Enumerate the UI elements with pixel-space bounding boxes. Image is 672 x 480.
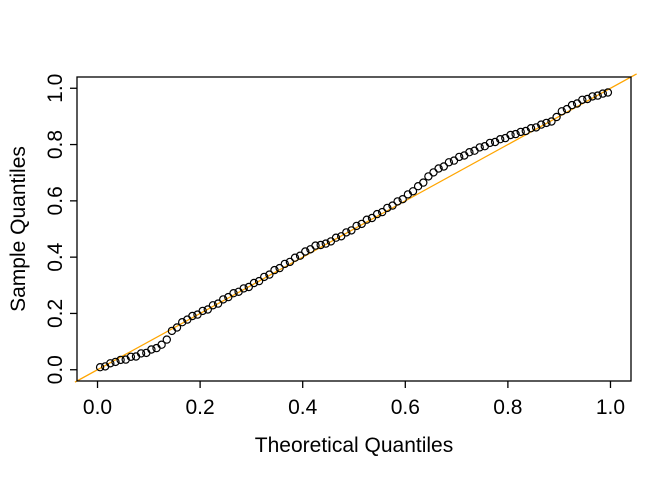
data-point	[424, 172, 433, 181]
data-point	[537, 120, 546, 129]
data-point	[136, 349, 146, 358]
data-point	[157, 340, 166, 349]
data-point	[162, 335, 171, 344]
data-point	[352, 221, 361, 231]
data-point	[249, 278, 259, 288]
data-point	[111, 357, 120, 367]
x-tick-label: 1.0	[596, 396, 625, 419]
y-tick-label: 0.2	[44, 299, 67, 328]
data-point	[547, 117, 556, 126]
data-point	[552, 112, 561, 122]
data-point	[147, 345, 156, 354]
data-point	[496, 134, 505, 144]
data-point	[511, 129, 520, 139]
data-point	[285, 257, 295, 267]
data-point	[598, 89, 608, 98]
data-point	[265, 270, 274, 279]
data-point	[526, 123, 536, 133]
y-tick-label: 0.4	[44, 242, 67, 272]
data-point	[106, 359, 115, 368]
data-point	[408, 187, 418, 196]
x-tick-label: 0.4	[288, 396, 318, 419]
data-point	[516, 127, 525, 137]
data-point	[95, 363, 105, 372]
data-point	[260, 272, 269, 282]
data-point	[311, 241, 320, 250]
data-point	[583, 94, 592, 104]
data-point	[542, 118, 551, 128]
x-tick-label: 0.6	[391, 396, 420, 419]
data-point	[439, 162, 448, 171]
data-point	[506, 130, 515, 140]
data-point	[465, 147, 474, 157]
data-point	[372, 209, 382, 219]
data-point	[290, 253, 300, 262]
data-point	[198, 306, 207, 316]
data-point	[218, 295, 228, 304]
data-point	[301, 247, 310, 256]
data-point	[455, 152, 464, 162]
data-point	[229, 289, 238, 298]
y-tick-label: 1.0	[44, 74, 67, 103]
data-point	[578, 95, 587, 105]
y-axis: 0.0 0.2 0.4 0.6 0.8 1.0	[44, 74, 77, 384]
data-point	[126, 352, 136, 361]
data-point	[357, 219, 366, 229]
data-point	[347, 226, 356, 235]
data-point	[388, 201, 397, 210]
data-points	[95, 88, 613, 372]
data-point	[116, 355, 125, 365]
data-point	[562, 104, 572, 114]
data-point	[603, 88, 613, 97]
data-point	[398, 194, 407, 204]
y-axis-title: Sample Quantiles	[7, 146, 30, 312]
data-point	[378, 207, 387, 217]
plot-box	[76, 76, 632, 382]
data-point	[254, 276, 264, 286]
data-point	[557, 107, 567, 116]
data-point	[270, 265, 279, 275]
data-point	[567, 100, 577, 110]
data-point	[393, 197, 402, 206]
y-tick-label: 0.8	[44, 130, 67, 159]
data-point	[203, 305, 212, 314]
data-point	[244, 282, 253, 292]
data-point	[593, 91, 602, 100]
y-tick-label: 0.6	[44, 186, 67, 215]
data-point	[280, 259, 289, 269]
data-point	[213, 299, 223, 308]
data-point	[419, 178, 428, 187]
data-point	[321, 239, 330, 248]
data-point	[434, 164, 443, 173]
data-point	[485, 138, 495, 148]
data-point	[295, 251, 305, 260]
data-point	[342, 228, 351, 237]
x-axis: 0.0 0.2 0.4 0.6 0.8 1.0	[83, 381, 625, 419]
data-point	[588, 92, 597, 101]
x-tick-label: 0.2	[186, 396, 215, 419]
data-point	[331, 233, 341, 242]
data-point	[316, 240, 325, 250]
data-point	[224, 292, 233, 302]
data-point	[475, 143, 484, 152]
data-point	[383, 203, 392, 213]
data-point	[208, 301, 218, 310]
data-point	[177, 318, 187, 327]
y-tick-label: 0.0	[44, 355, 67, 384]
x-axis-title: Theoretical Quantiles	[255, 434, 453, 457]
data-point	[275, 263, 284, 273]
x-tick-label: 0.0	[83, 396, 112, 419]
data-point	[444, 158, 454, 167]
data-point	[362, 215, 371, 224]
data-point	[188, 311, 197, 321]
x-tick-label: 0.8	[493, 396, 522, 419]
data-point	[172, 323, 182, 332]
data-point	[239, 284, 248, 293]
